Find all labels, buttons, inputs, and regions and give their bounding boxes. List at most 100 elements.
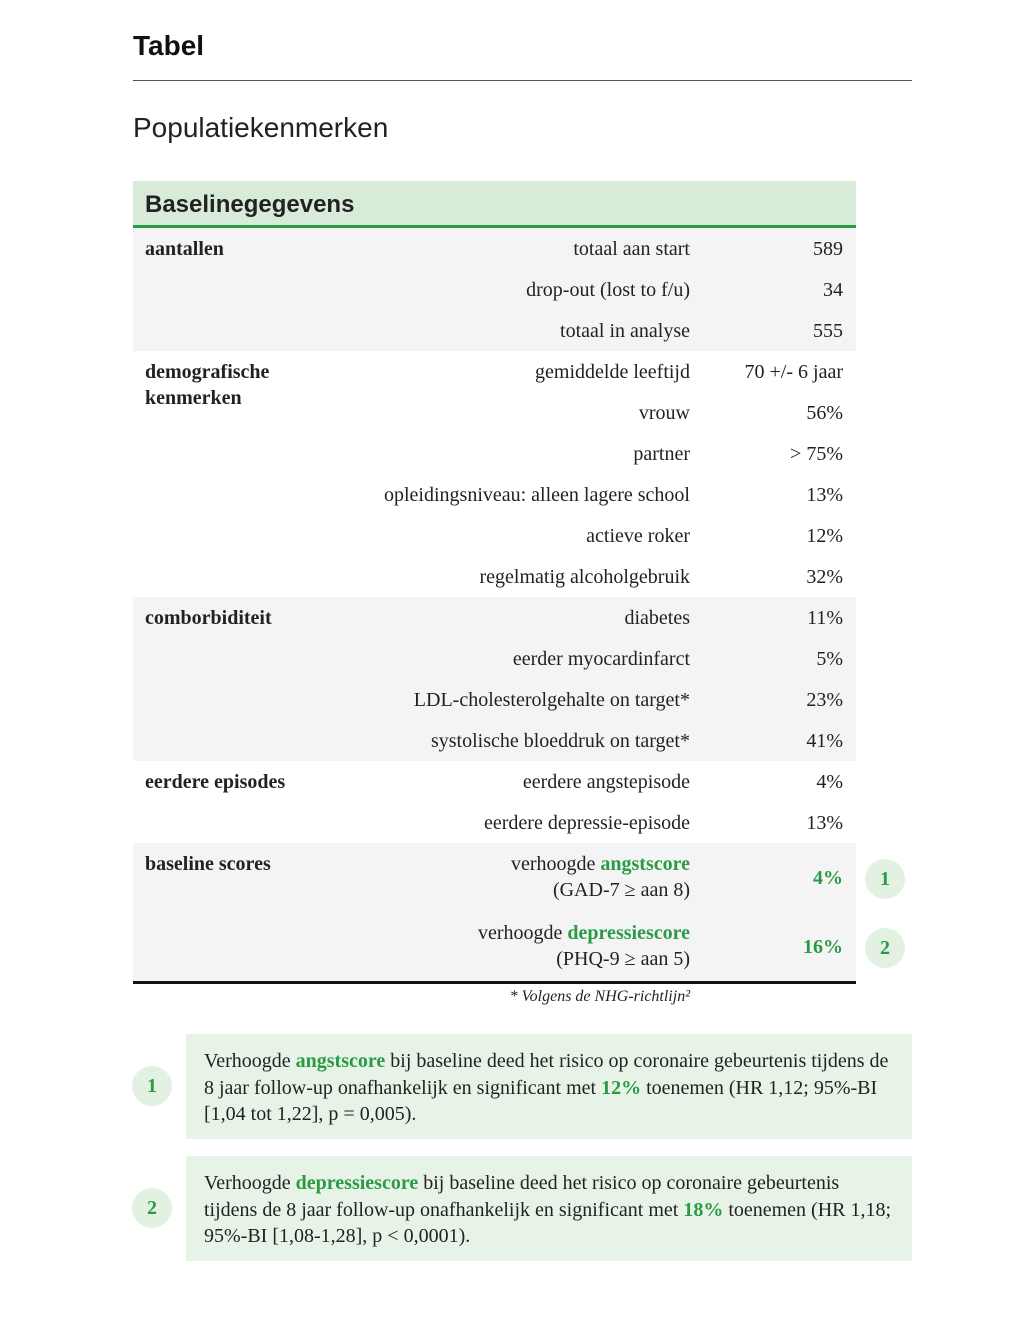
row-label: LDL-cholesterolgehalte on target* bbox=[414, 687, 690, 713]
title-rule bbox=[133, 80, 912, 81]
table: Baselinegegevens aantallen totaal aan sta… bbox=[133, 181, 905, 984]
table-row: actieve roker 12% bbox=[133, 515, 856, 556]
table-row: eerder myocardinfarct 5% bbox=[133, 638, 856, 679]
group-label: comborbiditeit bbox=[145, 607, 272, 629]
row-label: verhoogde depressiescore (PHQ-9 ≥ aan 5) bbox=[478, 920, 690, 972]
table-row: LDL-cholesterolgehalte on target* 23% bbox=[133, 679, 856, 720]
row-value: 70 +/- 6 jaar bbox=[744, 361, 843, 383]
note-marker: 1 bbox=[132, 1066, 172, 1106]
row-label: vrouw bbox=[639, 400, 690, 426]
row-value: 23% bbox=[806, 689, 843, 711]
table-row: drop-out (lost to f/u) 34 bbox=[133, 269, 856, 310]
row-value: 32% bbox=[806, 566, 843, 588]
table-row: totaal in analyse 555 bbox=[133, 310, 856, 351]
text-part: diabetes bbox=[624, 607, 690, 629]
footnote: * Volgens de NHG-richtlijn² bbox=[509, 988, 690, 1005]
text-part: bij baseline deed het risico op coronair… bbox=[204, 1172, 840, 1221]
row-label: verhoogde angstscore (GAD-7 ≥ aan 8) bbox=[511, 851, 690, 903]
table-row: verhoogde depressiescore (PHQ-9 ≥ aan 5) 1… bbox=[133, 912, 905, 981]
row-label: totaal in analyse bbox=[560, 318, 690, 344]
row-label: actieve roker bbox=[586, 523, 690, 549]
row-label: systolische bloeddruk on target* bbox=[431, 728, 690, 754]
note-box: 1 Verhoogde angstscore bij baseline deed … bbox=[132, 1034, 912, 1139]
row-value: 4% bbox=[813, 867, 843, 889]
table-row: gemiddelde leeftijd 70 +/- 6 jaar bbox=[133, 351, 856, 392]
group-label: demografische kenmerken bbox=[145, 361, 270, 409]
table-row: regelmatig alcoholgebruik 32% bbox=[133, 556, 856, 597]
row-group: demografische kenmerken gemiddelde leefti… bbox=[133, 351, 856, 597]
text-part: Verhoogde bbox=[204, 1050, 296, 1072]
text-part: drop-out (lost to f/u) bbox=[526, 279, 690, 301]
highlight-text: angstscore bbox=[295, 1050, 386, 1072]
table-title: Baselinegegevens bbox=[133, 181, 856, 228]
row-value: 555 bbox=[813, 320, 843, 342]
note-text: Verhoogde angstscore bij baseline deed h… bbox=[204, 1048, 894, 1128]
highlight-text: depressiescore bbox=[295, 1172, 419, 1194]
highlight-text: 12% bbox=[601, 1076, 642, 1099]
row-sublabel: (PHQ-9 ≥ aan 5) bbox=[556, 948, 690, 970]
text-part: toenemen (HR 1,12; 95%-BI [1,04 tot 1,22… bbox=[204, 1076, 878, 1126]
row-value: 34 bbox=[823, 279, 843, 301]
row-marker: 1 bbox=[865, 859, 905, 899]
row-label: drop-out (lost to f/u) bbox=[526, 277, 690, 303]
row-group: baseline scores verhoogde angstscore (GAD-… bbox=[133, 843, 905, 981]
text-part: LDL-cholesterolgehalte on target* bbox=[413, 689, 690, 711]
text-part: verhoogde bbox=[510, 853, 601, 875]
page-subtitle: Populatiekenmerken bbox=[133, 112, 389, 143]
row-label: diabetes bbox=[624, 605, 690, 631]
table-row: opleidingsniveau: alleen lagere school 13… bbox=[133, 474, 856, 515]
text-part: Verhoogde bbox=[204, 1172, 296, 1194]
row-label: regelmatig alcoholgebruik bbox=[480, 564, 690, 590]
note-marker: 2 bbox=[132, 1188, 172, 1228]
row-value: 4% bbox=[816, 771, 843, 793]
row-value: 12% bbox=[806, 525, 843, 547]
table-row: diabetes 11% bbox=[133, 597, 856, 638]
note-box: 2 Verhoogde depressiescore bij baseline d… bbox=[132, 1156, 912, 1261]
group-label: eerdere episodes bbox=[145, 771, 286, 793]
text-part: totaal in analyse bbox=[560, 320, 690, 342]
text-part: toenemen (HR 1,18; 95%-BI [1,08-1,28], p… bbox=[204, 1198, 892, 1248]
row-value: 11% bbox=[807, 607, 843, 629]
row-label: totaal aan start bbox=[573, 236, 690, 262]
text-part: verhoogde bbox=[478, 922, 568, 944]
row-label: eerdere depressie-episode bbox=[484, 810, 690, 836]
row-sublabel: (GAD-7 ≥ aan 8) bbox=[552, 879, 690, 901]
text-part: vrouw bbox=[638, 402, 690, 424]
table-row: verhoogde angstscore (GAD-7 ≥ aan 8) 4% 1 bbox=[133, 843, 905, 912]
row-value: 41% bbox=[806, 730, 843, 752]
table-row: systolische bloeddruk on target* 41% bbox=[133, 720, 856, 761]
row-value: 16% bbox=[803, 936, 843, 958]
row-label: eerder myocardinfarct bbox=[513, 646, 690, 672]
note-text: Verhoogde depressiescore bij baseline de… bbox=[204, 1170, 894, 1250]
table-row: vrouw 56% bbox=[133, 392, 856, 433]
text-part: eerder myocardinfarct bbox=[512, 648, 690, 670]
text-part: regelmatig alcoholgebruik bbox=[479, 566, 690, 588]
row-label: eerdere angstepisode bbox=[523, 769, 690, 795]
text-part: eerdere depressie-episode bbox=[484, 812, 690, 834]
group-label: baseline scores bbox=[145, 853, 271, 875]
row-label: opleidingsniveau: alleen lagere school bbox=[384, 482, 690, 508]
text-part: totaal aan start bbox=[573, 238, 690, 260]
text-part: systolische bloeddruk on target* bbox=[430, 730, 690, 752]
highlight-text: angstscore bbox=[600, 853, 690, 875]
table-row: totaal aan start 589 bbox=[133, 228, 856, 269]
table-row: eerdere depressie-episode 13% bbox=[133, 802, 856, 843]
row-value: 56% bbox=[806, 402, 843, 424]
row-group: comborbiditeit diabetes 11% eerder myocardi… bbox=[133, 597, 856, 761]
text-part: bij baseline deed het risico op coronair… bbox=[204, 1050, 889, 1099]
row-value: 5% bbox=[816, 648, 843, 670]
row-value: > 75% bbox=[790, 443, 843, 465]
table-row: eerdere angstepisode 4% bbox=[133, 761, 856, 802]
group-label: aantallen bbox=[145, 238, 224, 260]
text-part: partner bbox=[633, 443, 690, 465]
row-value: 589 bbox=[813, 238, 843, 260]
highlight-text: 18% bbox=[683, 1198, 724, 1221]
row-marker: 2 bbox=[865, 928, 905, 968]
row-value: 13% bbox=[806, 812, 843, 834]
highlight-text: depressiescore bbox=[567, 922, 690, 944]
table-row: partner > 75% bbox=[133, 433, 856, 474]
text-part: gemiddelde leeftijd bbox=[535, 361, 690, 383]
row-value: 13% bbox=[806, 484, 843, 506]
row-group: aantallen totaal aan start 589 drop-out (lo… bbox=[133, 228, 856, 351]
